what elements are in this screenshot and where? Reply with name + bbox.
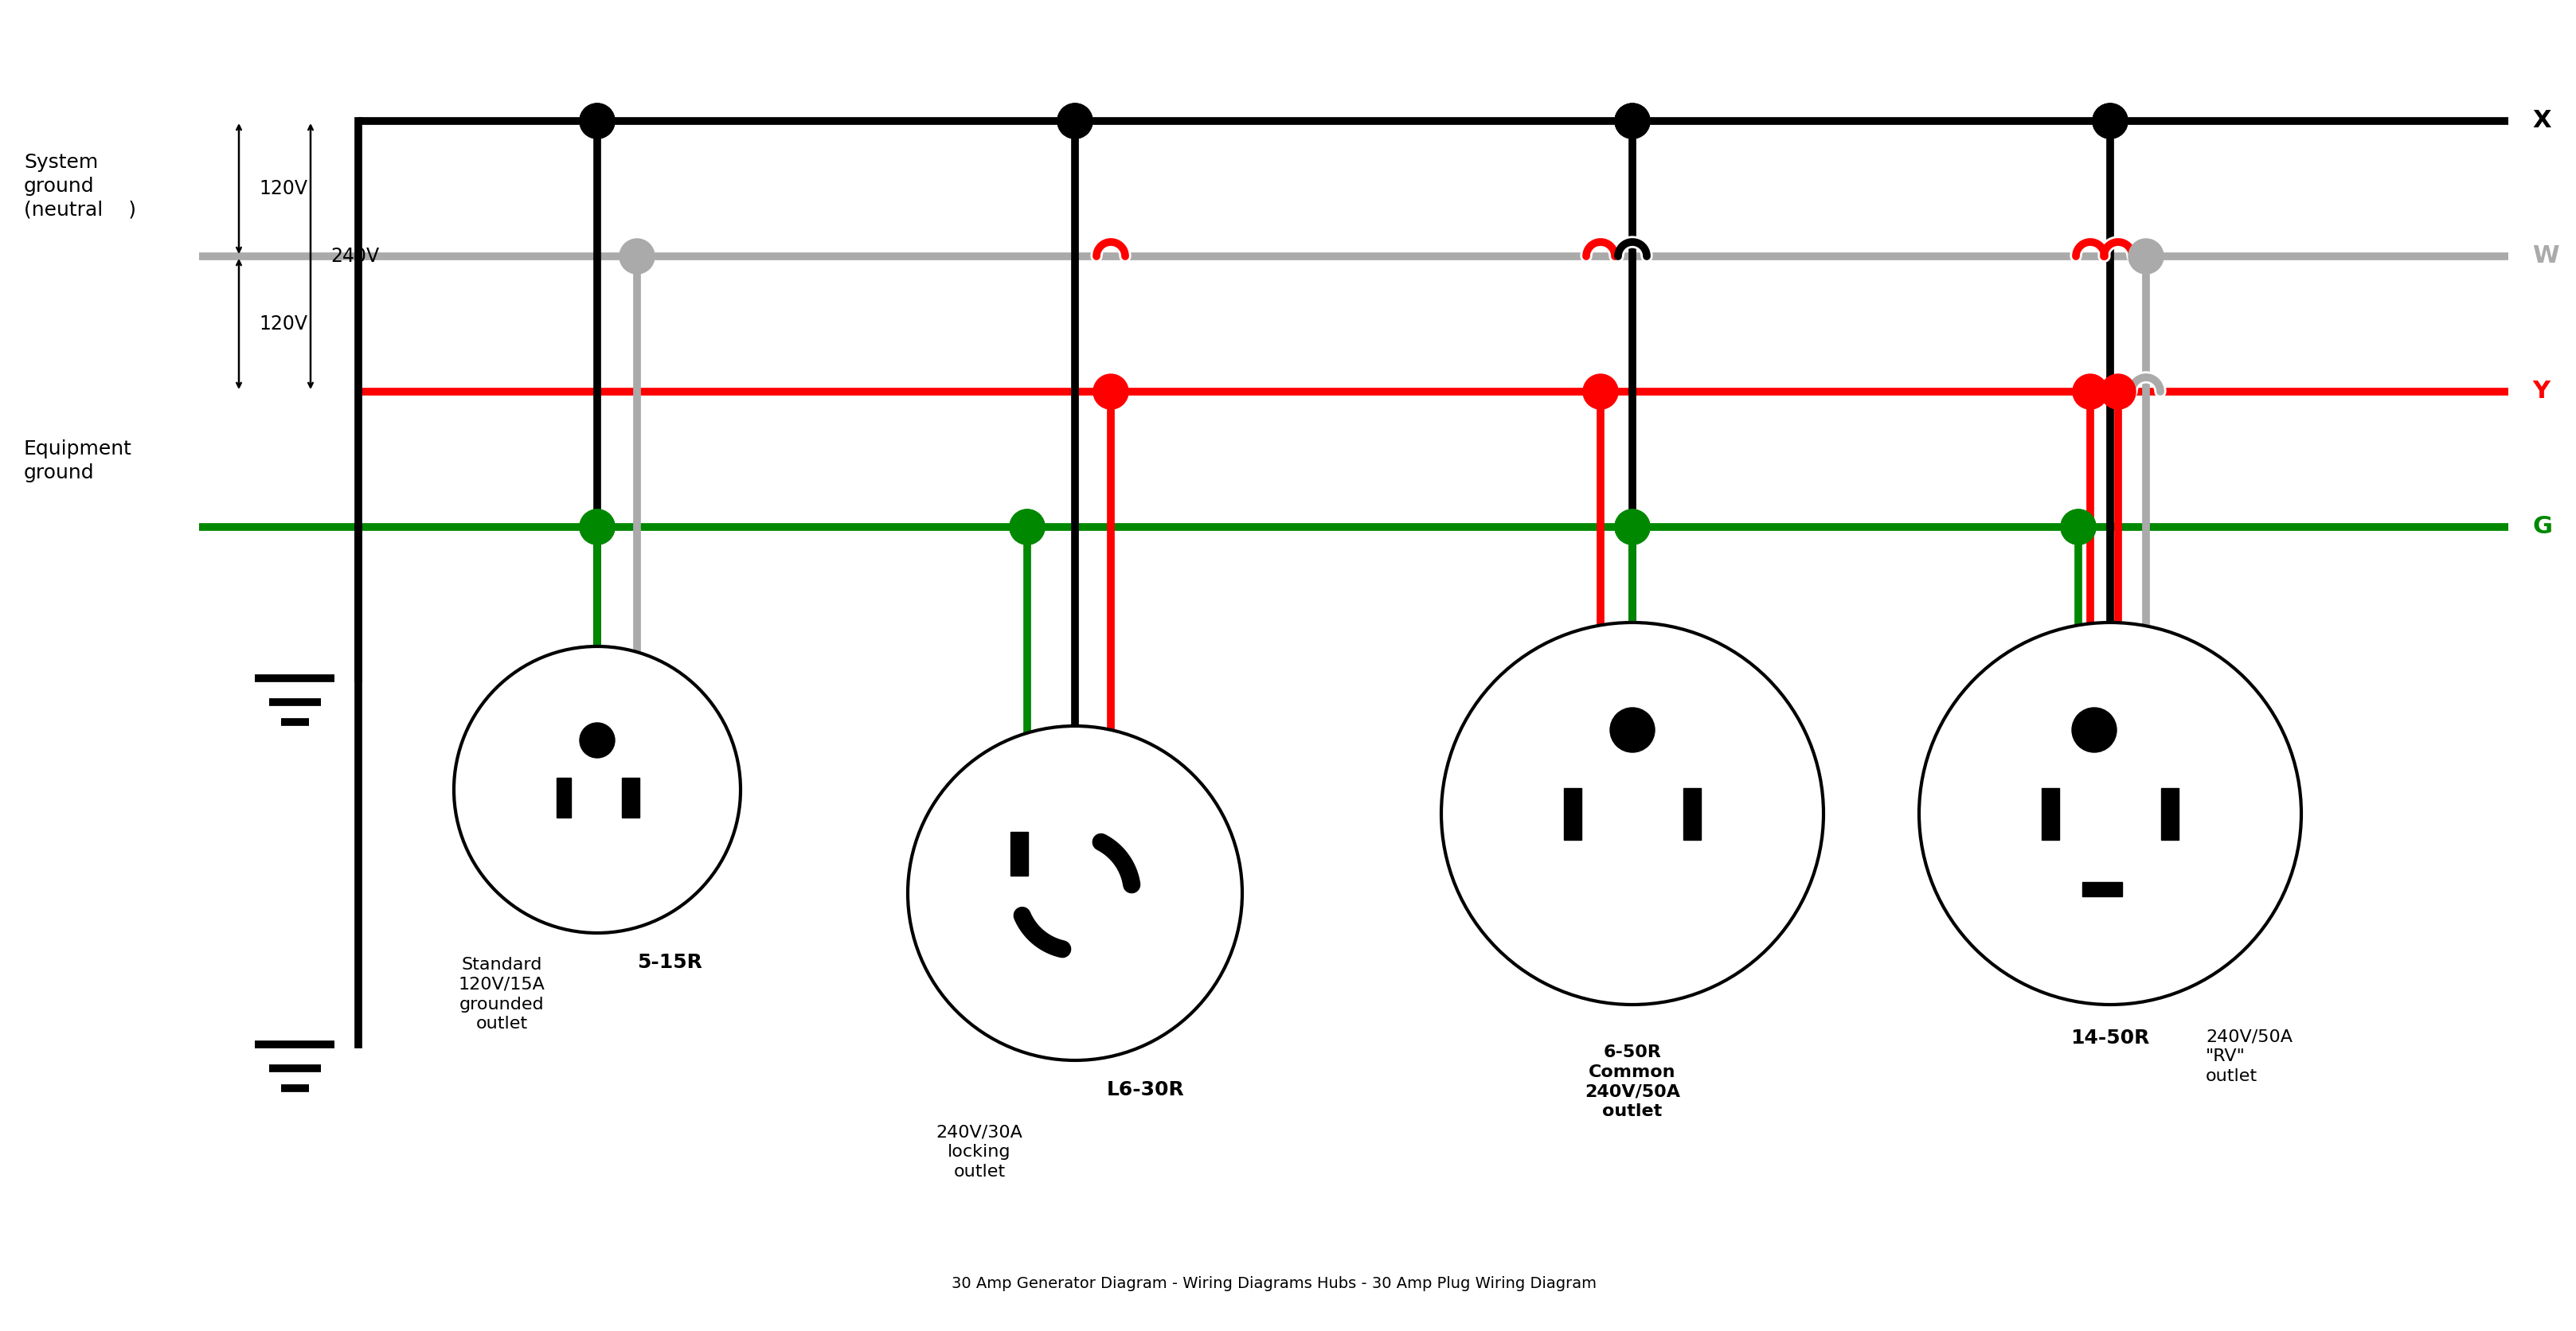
Text: W: W [621,833,639,849]
Circle shape [1615,510,1649,544]
Circle shape [1615,510,1649,544]
Circle shape [907,725,1242,1061]
Text: 120V: 120V [258,180,307,198]
Circle shape [1059,104,1092,138]
Text: 120V: 120V [258,314,307,334]
Text: X: X [1716,825,1728,841]
Text: 5-15R: 5-15R [636,953,703,972]
Circle shape [1584,374,1618,409]
Bar [1564,788,1582,840]
Text: X: X [2195,825,2205,841]
Circle shape [2061,510,2097,544]
Circle shape [2092,104,2128,138]
Circle shape [580,510,616,544]
Circle shape [453,647,739,933]
Bar [1682,788,1700,840]
Text: X: X [531,775,541,789]
Text: L6-30R: L6-30R [1108,1081,1185,1099]
Circle shape [1919,623,2300,1005]
Text: 14-50R: 14-50R [2071,1029,2148,1047]
Circle shape [1092,374,1128,409]
Bar [1010,832,1028,876]
Circle shape [580,723,616,757]
Circle shape [580,104,616,138]
Text: G: G [2532,515,2553,539]
Bar [556,777,572,817]
Circle shape [1610,708,1654,752]
Text: 240V: 240V [330,246,379,266]
Text: System
ground
(neutral    ): System ground (neutral ) [23,153,137,220]
Text: 30 Amp Generator Diagram - Wiring Diagrams Hubs - 30 Amp Plug Wiring Diagram: 30 Amp Generator Diagram - Wiring Diagra… [951,1276,1597,1291]
Bar [2043,788,2058,840]
Text: Y: Y [1530,825,1540,841]
Text: W: W [2030,881,2045,897]
Text: 240V/50A
"RV"
outlet: 240V/50A "RV" outlet [2205,1029,2293,1083]
Text: 6-50R
Common
240V/50A
outlet: 6-50R Common 240V/50A outlet [1584,1045,1680,1119]
Text: G: G [1667,703,1680,717]
Text: G: G [2048,707,2061,721]
Circle shape [618,238,654,274]
Circle shape [580,104,616,138]
Circle shape [1615,104,1649,138]
Text: X: X [1154,813,1167,829]
Text: Y: Y [2532,381,2550,403]
Circle shape [580,510,616,544]
Circle shape [2099,374,2136,409]
Text: X: X [2532,109,2550,133]
Text: G: G [974,829,987,845]
Circle shape [1615,104,1649,138]
Circle shape [2061,510,2097,544]
Circle shape [1443,623,1824,1005]
Text: 240V/30A
locking
outlet: 240V/30A locking outlet [935,1123,1023,1179]
Text: Y: Y [1059,977,1069,992]
Circle shape [2071,708,2117,752]
Bar [2161,788,2179,840]
Circle shape [2128,238,2164,274]
Text: G: G [623,711,636,725]
Circle shape [2092,104,2128,138]
Bar [621,777,639,817]
Bar [2081,882,2123,896]
Circle shape [1010,510,1046,544]
Circle shape [1059,104,1092,138]
Circle shape [1010,510,1046,544]
Text: Standard
120V/15A
grounded
outlet: Standard 120V/15A grounded outlet [459,957,546,1032]
Text: Equipment
ground: Equipment ground [23,439,131,482]
Text: W: W [2532,245,2558,268]
Text: Y: Y [2012,825,2022,841]
Circle shape [2074,374,2107,409]
